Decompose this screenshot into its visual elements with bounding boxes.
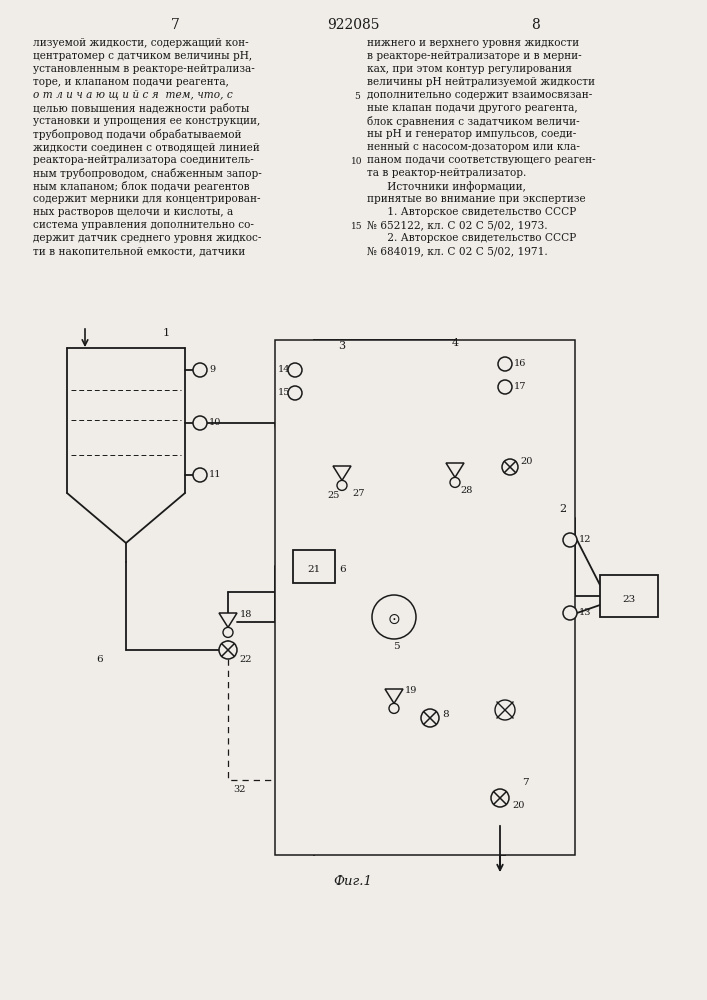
Text: ти в накопительной емкости, датчики: ти в накопительной емкости, датчики [33,246,245,256]
Text: 6: 6 [339,564,346,574]
Text: лизуемой жидкости, содержащий кон-: лизуемой жидкости, содержащий кон- [33,38,249,48]
Circle shape [288,386,302,400]
Text: 922085: 922085 [327,18,379,32]
Text: принятые во внимание при экспертизе: принятые во внимание при экспертизе [367,194,585,204]
Text: 1. Авторское свидетельство СССР: 1. Авторское свидетельство СССР [367,207,576,217]
Circle shape [337,480,347,490]
Text: 6: 6 [96,655,103,664]
Text: 2. Авторское свидетельство СССР: 2. Авторское свидетельство СССР [367,233,576,243]
Bar [600,575,658,617]
Text: торе, и клапаном подачи реагента,: торе, и клапаном подачи реагента, [33,77,229,87]
Text: содержит мерники для концентрирован-: содержит мерники для концентрирован- [33,194,260,204]
Circle shape [495,700,515,720]
Circle shape [193,416,207,430]
Text: величины рН нейтрализуемой жидкости: величины рН нейтрализуемой жидкости [367,77,595,87]
Polygon shape [385,689,403,703]
Text: паном подачи соответствующего реаген-: паном подачи соответствующего реаген- [367,155,595,165]
Text: 12: 12 [579,535,592,544]
Text: 2: 2 [559,504,566,514]
Text: 4: 4 [452,338,459,348]
Text: 13: 13 [579,608,592,617]
Text: 25: 25 [327,491,339,500]
Text: ным клапаном; блок подачи реагентов: ным клапаном; блок подачи реагентов [33,181,250,192]
Text: № 684019, кл. С 02 С 5/02, 1971.: № 684019, кл. С 02 С 5/02, 1971. [367,246,548,256]
Circle shape [223,627,233,637]
Polygon shape [446,463,464,477]
Circle shape [563,606,577,620]
Circle shape [498,357,512,371]
Text: 1: 1 [163,328,170,338]
Text: 5: 5 [354,92,360,101]
Text: 28: 28 [460,486,472,495]
Text: Источники информации,: Источники информации, [367,181,526,192]
Circle shape [193,363,207,377]
Text: 27: 27 [352,489,365,498]
Text: ненный с насосом-дозатором или кла-: ненный с насосом-дозатором или кла- [367,142,580,152]
Text: 19: 19 [405,686,417,695]
Circle shape [219,641,237,659]
Text: блок сравнения с задатчиком величи-: блок сравнения с задатчиком величи- [367,116,580,127]
Circle shape [193,468,207,482]
Text: 10: 10 [209,418,221,427]
Text: 15: 15 [351,222,363,231]
Text: в реакторе-нейтрализаторе и в мерни-: в реакторе-нейтрализаторе и в мерни- [367,51,582,61]
Text: о т л и ч а ю щ и й с я  тем, что, с: о т л и ч а ю щ и й с я тем, что, с [33,90,233,100]
Circle shape [498,380,512,394]
Circle shape [502,459,518,475]
Circle shape [563,533,577,547]
Text: ных растворов щелочи и кислоты, а: ных растворов щелочи и кислоты, а [33,207,233,217]
Polygon shape [333,466,351,480]
Text: трубопровод подачи обрабатываемой: трубопровод подачи обрабатываемой [33,129,242,140]
Text: нижнего и верхнего уровня жидкости: нижнего и верхнего уровня жидкости [367,38,579,48]
Bar [293,550,335,583]
Circle shape [421,709,439,727]
Text: 8: 8 [531,18,539,32]
Circle shape [288,363,302,377]
Text: 3: 3 [339,341,346,351]
Text: 20: 20 [512,801,525,810]
Text: та в реактор-нейтрализатор.: та в реактор-нейтрализатор. [367,168,527,178]
Circle shape [450,477,460,487]
Text: 22: 22 [239,655,252,664]
Text: № 652122, кл. С 02 С 5/02, 1973.: № 652122, кл. С 02 С 5/02, 1973. [367,220,548,230]
Text: 5: 5 [392,642,399,651]
Text: 32: 32 [233,785,245,794]
Circle shape [491,789,509,807]
Text: 23: 23 [622,594,636,603]
Text: 15: 15 [278,388,291,397]
Circle shape [389,703,399,713]
Text: 18: 18 [240,610,252,619]
Text: 10: 10 [351,157,363,166]
Text: 7: 7 [170,18,180,32]
Bar [275,340,575,855]
Text: жидкости соединен с отводящей линией: жидкости соединен с отводящей линией [33,142,259,152]
Text: 16: 16 [514,359,527,368]
Text: 7: 7 [522,778,529,787]
Circle shape [372,595,416,639]
Text: ⊙: ⊙ [387,611,400,626]
Text: реактора-нейтрализатора соединитель-: реактора-нейтрализатора соединитель- [33,155,254,165]
Text: ках, при этом контур регулирования: ках, при этом контур регулирования [367,64,572,74]
Text: центратомер с датчиком величины рН,: центратомер с датчиком величины рН, [33,51,252,61]
Text: установленным в реакторе-нейтрализа-: установленным в реакторе-нейтрализа- [33,64,255,74]
Text: 11: 11 [209,470,221,479]
Text: 17: 17 [514,382,527,391]
Text: система управления дополнительно со-: система управления дополнительно со- [33,220,254,230]
Text: ным трубопроводом, снабженным запор-: ным трубопроводом, снабженным запор- [33,168,262,179]
Text: Фиг.1: Фиг.1 [334,875,373,888]
Text: 21: 21 [308,564,321,574]
Text: ны рН и генератор импульсов, соеди-: ны рН и генератор импульсов, соеди- [367,129,576,139]
Polygon shape [219,613,237,627]
Text: 8: 8 [442,710,449,719]
Text: дополнительно содержит взаимосвязан-: дополнительно содержит взаимосвязан- [367,90,592,100]
Text: ные клапан подачи другого реагента,: ные клапан подачи другого реагента, [367,103,578,113]
Text: 14: 14 [278,365,291,374]
Text: целью повышения надежности работы: целью повышения надежности работы [33,103,250,114]
Text: установки и упрощения ее конструкции,: установки и упрощения ее конструкции, [33,116,260,126]
Text: держит датчик среднего уровня жидкос-: держит датчик среднего уровня жидкос- [33,233,262,243]
Text: 20: 20 [520,457,532,466]
Text: 9: 9 [209,365,215,374]
